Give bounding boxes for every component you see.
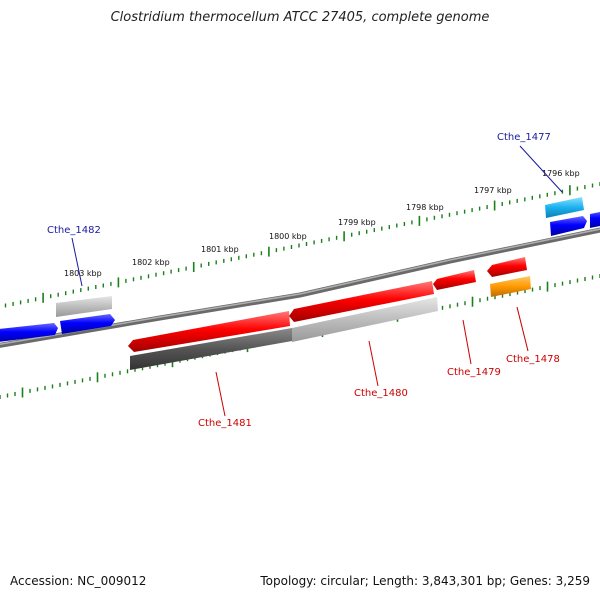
label-cthe-1477[interactable]: Cthe_1477 — [497, 132, 551, 143]
feature-cthe-1478[interactable] — [487, 257, 527, 277]
genome-summary: Topology: circular; Length: 3,843,301 bp… — [260, 574, 590, 588]
label-cthe-1480[interactable]: Cthe_1480 — [354, 388, 408, 399]
leader-cthe-1478 — [516, 306, 529, 352]
label-cthe-1478[interactable]: Cthe_1478 — [506, 354, 560, 365]
feature-cthe-1477[interactable] — [545, 197, 584, 218]
feature-orange-1478[interactable] — [490, 276, 531, 297]
accession-text: Accession: NC_009012 — [10, 574, 147, 588]
kbp-label-1802: 1802 kbp — [132, 258, 170, 267]
feature-blue-left[interactable] — [0, 323, 58, 343]
feature-dark-1481[interactable] — [130, 328, 292, 370]
label-cthe-1481[interactable]: Cthe_1481 — [198, 418, 252, 429]
leader-cthe-1477 — [519, 145, 563, 193]
feature-cthe-1482[interactable] — [60, 314, 115, 334]
kbp-label-1796: 1796 kbp — [542, 169, 580, 178]
feature-gray-1482[interactable] — [56, 296, 112, 317]
feature-cthe-1480[interactable] — [289, 281, 434, 322]
kbp-label-1801: 1801 kbp — [201, 245, 239, 254]
feature-blue-edge[interactable] — [590, 210, 600, 228]
kbp-label-1799: 1799 kbp — [338, 218, 376, 227]
kbp-label-1800: 1800 kbp — [269, 232, 307, 241]
leader-cthe-1479 — [462, 319, 472, 365]
map-title: Clostridium thermocellum ATCC 27405, com… — [110, 10, 490, 25]
kbp-label-1797: 1797 kbp — [474, 186, 512, 195]
feature-blue-right[interactable] — [550, 216, 587, 236]
leader-cthe-1482 — [71, 237, 83, 287]
label-cthe-1482[interactable]: Cthe_1482 — [47, 225, 101, 236]
leader-cthe-1481 — [215, 371, 226, 417]
leader-cthe-1480 — [368, 340, 379, 387]
kbp-label-1803: 1803 kbp — [64, 269, 102, 278]
outer-tick-track — [4, 182, 600, 308]
feature-cthe-1479[interactable] — [433, 270, 476, 290]
feature-cthe-1481[interactable] — [128, 311, 290, 352]
genome-backbone — [0, 227, 600, 348]
feature-light-1480[interactable] — [292, 297, 438, 342]
label-cthe-1479[interactable]: Cthe_1479 — [447, 367, 501, 378]
kbp-label-1798: 1798 kbp — [406, 203, 444, 212]
